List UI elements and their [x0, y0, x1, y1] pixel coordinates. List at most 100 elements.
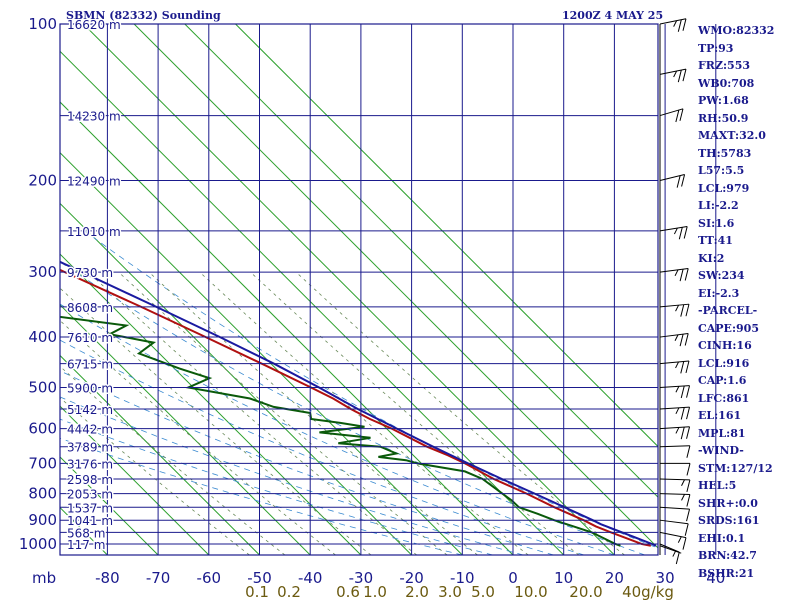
- pressure-tick-label: 1000: [19, 535, 57, 553]
- wind-barb-flag: [677, 69, 682, 83]
- isotherm: [235, 24, 658, 448]
- height-label: 4442 m: [67, 423, 113, 437]
- wind-barb-flag: [676, 175, 681, 188]
- mixing-ratio-line: [148, 271, 478, 555]
- wind-barb-flag: [682, 69, 687, 82]
- isotherm: [60, 101, 514, 555]
- wind-barb-flag: [685, 360, 690, 374]
- wind-barb-flag: [679, 333, 684, 347]
- temperature-tick-label: -60: [197, 569, 222, 587]
- wind-barb: [659, 108, 684, 117]
- wind-barb-flag: [675, 109, 680, 123]
- temperature-tick-label: -30: [349, 569, 374, 587]
- wind-barb-flag: [680, 407, 685, 420]
- pressure-tick-label: 700: [28, 454, 57, 472]
- wind-barb: [659, 174, 685, 182]
- wind-barb: [659, 268, 689, 273]
- wind-barb-flag: [679, 269, 684, 282]
- wind-barb: [659, 360, 690, 365]
- pressure-tick-label: 600: [28, 420, 57, 438]
- wind-barb-flag: [674, 269, 679, 277]
- wind-barb-flag: [674, 334, 679, 341]
- index-line: KI:2: [698, 251, 725, 265]
- wind-barb-flag: [675, 427, 680, 434]
- index-line: LFC:861: [698, 391, 750, 405]
- isotherm: [60, 456, 159, 555]
- mixing-ratio-label: 5.0: [471, 583, 495, 600]
- temperature-tick-label: 10: [554, 569, 573, 587]
- sounding-time: 1200Z 4 MAY 25: [562, 9, 664, 22]
- wind-barb-flag: [675, 361, 679, 369]
- wind-barb-flag: [682, 537, 687, 550]
- index-line: CAP:1.6: [698, 374, 747, 387]
- isotherm: [133, 24, 658, 549]
- index-line: LCL:979: [698, 181, 750, 195]
- index-line: SRDS:161: [698, 514, 760, 527]
- wind-barb-flag: [675, 407, 680, 415]
- index-line: -WIND-: [698, 444, 744, 457]
- wind-barb-flag: [684, 333, 689, 346]
- wind-barb-flag: [681, 174, 686, 187]
- wind-barb-flag: [677, 536, 682, 543]
- wind-barb-flag: [677, 19, 682, 32]
- height-label: 2053 m: [67, 488, 113, 502]
- height-label: 2598 m: [67, 473, 113, 487]
- wind-barb: [659, 426, 690, 430]
- index-line: TH:5783: [698, 146, 752, 160]
- index-line: LI:-2.2: [698, 199, 739, 212]
- height-label: 6715 m: [67, 358, 113, 372]
- isotherm: [60, 151, 463, 555]
- index-line: MPL:81: [698, 426, 746, 440]
- height-label: 7610 m: [67, 331, 113, 345]
- wind-barb: [659, 519, 689, 525]
- index-line: SHR+:0.0: [698, 496, 758, 510]
- wind-barb-flag: [682, 18, 687, 31]
- wind-barb-flag: [673, 227, 678, 235]
- mixing-ratio-label: 40g/kg: [622, 583, 674, 600]
- plot-frame: [59, 23, 659, 556]
- temperature-tick-label: -10: [450, 569, 475, 587]
- wind-barb-flag: [684, 268, 689, 281]
- mixing-ratio-line: [118, 271, 448, 555]
- mixing-ratio-label: 10.0: [514, 583, 547, 600]
- wind-barb-flag: [680, 304, 685, 317]
- temperature-tick-label: 0: [508, 569, 518, 587]
- wind-barb-flag: [686, 479, 691, 493]
- wind-barb-flag: [681, 494, 685, 501]
- temperature-tick-label: 40: [706, 569, 725, 587]
- wind-barb: [659, 332, 689, 338]
- mixing-ratio-label: 20.0: [569, 583, 602, 600]
- height-label: 3176 m: [67, 457, 113, 471]
- index-line: -PARCEL-: [698, 304, 758, 317]
- index-line: BRN:42.7: [698, 549, 757, 562]
- mixing-ratio-line: [60, 287, 372, 555]
- height-label: 9730 m: [67, 266, 113, 280]
- wind-barb-flag: [680, 427, 685, 440]
- height-label: 12490 m: [67, 175, 121, 189]
- mixing-ratio-line: [295, 271, 625, 555]
- wind-barb-flag: [680, 361, 685, 374]
- temperature-tick-label: -70: [146, 569, 171, 587]
- plot-area: [60, 24, 658, 555]
- height-label: 5142 m: [67, 403, 113, 417]
- mixing-ratio-label: 0.6: [336, 583, 360, 600]
- mixing-ratio-line: [60, 320, 336, 555]
- mixing-ratio-label: 2.0: [405, 583, 429, 600]
- index-line: STM:127/12: [698, 461, 773, 475]
- temperature-tick-label: 20: [605, 569, 624, 587]
- temperature-tick-label: -50: [247, 569, 272, 587]
- pressure-tick-label: 200: [28, 172, 57, 190]
- height-label: 5900 m: [67, 381, 113, 395]
- mixing-ratio-label: 1.0: [363, 583, 387, 600]
- wind-barb-flag: [675, 304, 679, 312]
- index-line: TT:41: [698, 234, 733, 247]
- temperature-tick-label: -40: [298, 569, 323, 587]
- mixing-ratio-line: [250, 271, 580, 555]
- wind-barb: [659, 445, 690, 448]
- isotherm: [60, 354, 260, 555]
- height-label: 1041 m: [67, 514, 113, 528]
- mixing-ratio-line: [87, 271, 417, 555]
- index-line: WMO:82332: [698, 24, 775, 37]
- index-line: EI:-2.3: [698, 286, 740, 300]
- height-label: 568 m: [67, 526, 105, 540]
